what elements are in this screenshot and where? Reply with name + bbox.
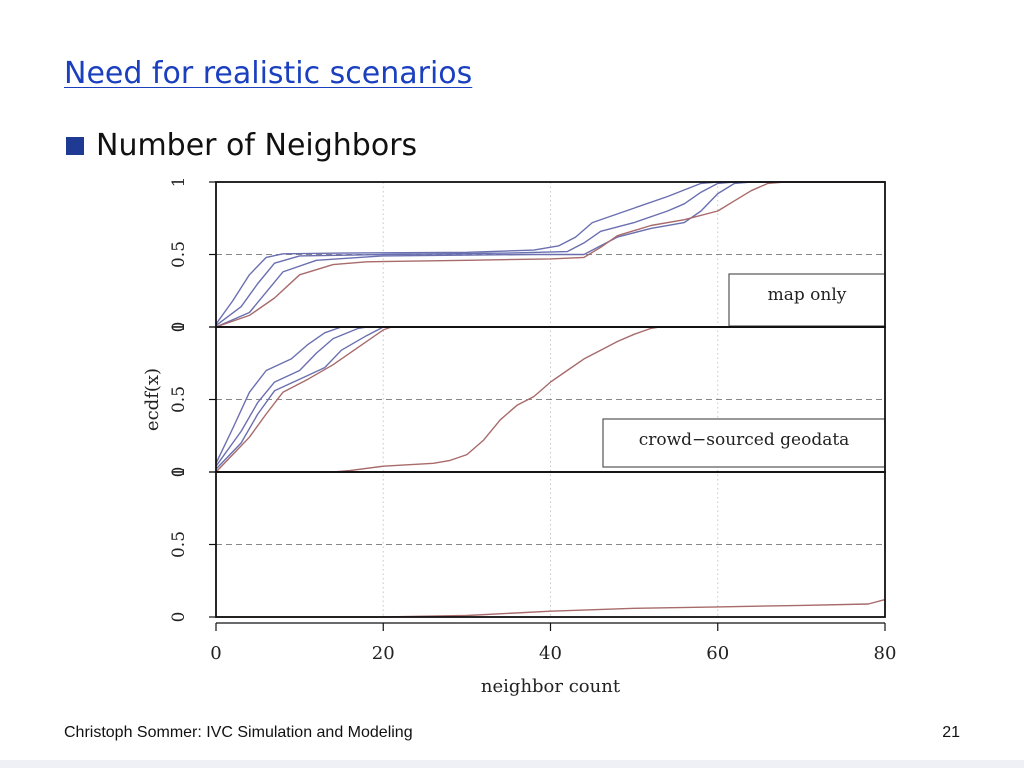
y-tick-label: 0 [169, 322, 189, 333]
y-axis-title: ecdf(x) [142, 368, 163, 431]
panel-label: map only [768, 285, 847, 305]
y-tick-label: 1 [169, 322, 189, 333]
series-line-red [216, 326, 885, 473]
bullet-square-icon [66, 136, 84, 155]
series-line-blue [215, 181, 885, 328]
x-tick-label: 60 [706, 643, 729, 664]
footer-author: Christoph Sommer: IVC Simulation and Mod… [64, 724, 413, 741]
y-tick-label: 0 [169, 467, 189, 478]
y-tick-label: 0.5 [169, 531, 189, 558]
bottom-band [0, 760, 1024, 768]
bullet-item: Number of Neighbors [66, 128, 417, 163]
y-tick-label: 1 [169, 467, 189, 478]
series-line-blue [215, 326, 885, 464]
slide-title: Need for realistic scenarios [64, 56, 473, 91]
x-tick-label: 0 [210, 643, 221, 664]
y-tick-label: 0 [169, 612, 189, 623]
series-line-red [215, 326, 885, 473]
x-tick-label: 80 [874, 643, 897, 664]
axis-layer [209, 181, 886, 631]
x-axis-title: neighbor count [481, 676, 621, 697]
series-line-blue [215, 181, 885, 327]
x-tick-label: 40 [539, 643, 562, 664]
series-line-blue [215, 181, 885, 325]
y-tick-label: 0.5 [169, 241, 189, 268]
panel-label: crowd−sourced geodata [639, 430, 850, 450]
bullet-text: Number of Neighbors [96, 128, 418, 163]
x-tick-label: 20 [372, 643, 395, 664]
y-tick-label: 1 [169, 177, 189, 188]
y-tick-label: 0.5 [169, 386, 189, 413]
page-number: 21 [942, 724, 960, 741]
series-line-blue [215, 326, 885, 470]
panel-label-box [728, 273, 886, 327]
panel-label-box [602, 418, 886, 468]
series-line-red [215, 181, 885, 328]
